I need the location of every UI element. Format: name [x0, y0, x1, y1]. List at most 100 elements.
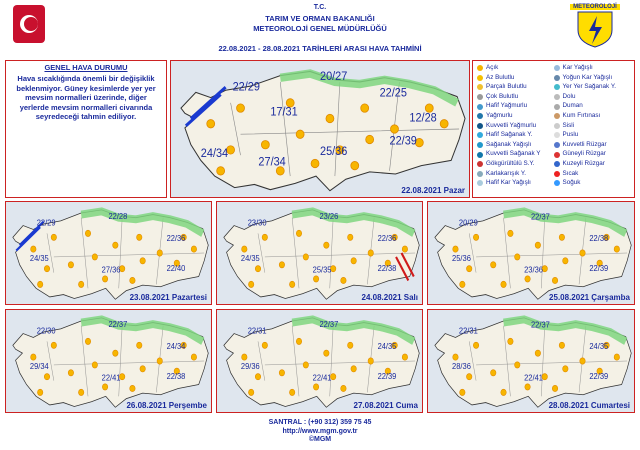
- sun-icon: [67, 369, 74, 377]
- sun-icon: [254, 373, 262, 381]
- sun-icon: [367, 249, 374, 257]
- header-line: TARIM VE ORMAN BAKANLIĞI: [265, 14, 375, 23]
- legend-icon: [477, 170, 483, 177]
- sun-icon: [173, 259, 180, 267]
- legend-label: Kar Yağışlı: [562, 64, 593, 71]
- temperature: 22/37: [531, 212, 550, 222]
- sun-icon: [330, 373, 337, 381]
- legend-item: Yoğun Kar Yağışlı: [553, 74, 631, 83]
- legend-icon: [553, 94, 560, 101]
- legend-item: Kuvvetli Sağanak Y: [477, 150, 554, 159]
- temperature: 22/41: [102, 373, 121, 383]
- sun-icon: [50, 233, 57, 241]
- temperature: 23/30: [248, 218, 267, 228]
- sun-icon: [552, 277, 559, 284]
- legend-icon: [553, 142, 560, 149]
- temperature: 20/27: [320, 71, 347, 83]
- regions: [257, 325, 416, 397]
- legend-icon: [553, 132, 560, 139]
- map-date: 24.08.2021 Salı: [361, 293, 419, 302]
- sun-icon: [43, 265, 51, 273]
- temperature: 22/36: [167, 234, 186, 244]
- legend-label: Çok Bulutlu: [486, 92, 519, 100]
- forecast-map: 22/29 20/27 22/25 17/31 12/28 24/34 27/34 25/36…: [170, 60, 470, 198]
- map-graphic: 23/30 23/26 22/36 24/35 25/35 22/38: [217, 202, 422, 304]
- sun-icon: [452, 353, 459, 361]
- sun-icon: [414, 137, 424, 148]
- sun-icon: [514, 361, 521, 369]
- coast-band: [80, 207, 205, 237]
- sun-icon: [459, 388, 466, 396]
- legend-item: Karlakarışık Y.: [477, 170, 554, 179]
- regions: [230, 81, 460, 177]
- sun-icon: [473, 341, 480, 349]
- temperature: 29/34: [30, 361, 49, 371]
- temperature: 22/39: [390, 135, 417, 147]
- sun-icon: [340, 277, 347, 284]
- sun-icon: [365, 134, 375, 145]
- legend-label: Kuvvetli Sağanak Y: [486, 150, 541, 158]
- sun-icon: [248, 280, 255, 288]
- sun-icon: [241, 353, 248, 361]
- sun-icon: [289, 280, 296, 288]
- temperature: 24/34: [167, 342, 186, 352]
- logo-text: METEOROLOJİ: [570, 4, 620, 10]
- temperature: 22/37: [109, 320, 128, 330]
- legend-label: Soğuk: [562, 179, 581, 187]
- legend-label: Hafif Yağmurlu: [486, 102, 528, 110]
- temperature: 23/26: [320, 212, 339, 222]
- sun-icon: [241, 245, 248, 253]
- legend-label: Hafif Kar Yağışlı: [486, 179, 531, 187]
- sun-icon: [323, 349, 330, 357]
- web: http://www.mgm.gov.tr: [282, 427, 358, 435]
- regions: [468, 325, 628, 397]
- sun-icon: [473, 233, 480, 241]
- legend: Açık Az Bulutlu Parçalı Bulutlu Çok Bulutlu…: [472, 60, 635, 198]
- legend-label: Sağanak Yağışlı: [486, 140, 532, 148]
- legend-label: Sisli: [562, 121, 575, 129]
- legend-item: Kuvvetli Rüzgar: [553, 141, 631, 150]
- sun-icon: [129, 385, 136, 392]
- sun-icon: [295, 229, 303, 237]
- map-graphic: 22/31 22/37 24/35 28/36 22/41 22/39: [428, 310, 634, 412]
- wind-arrow: [395, 252, 415, 282]
- temperature: 24/35: [241, 253, 260, 263]
- map-date: 22.08.2021 Pazar: [401, 186, 465, 195]
- legend-icon: [477, 113, 483, 120]
- sun-icon: [459, 280, 466, 288]
- sun-icon: [340, 385, 347, 392]
- sun-icon: [507, 229, 514, 237]
- sun-icon: [84, 337, 92, 345]
- sun-icon: [524, 383, 531, 391]
- sun-icon: [466, 373, 473, 381]
- forecast-map: 22/29 22/28 22/36 24/35 27/36 22/40 23.08.2021…: [5, 201, 212, 305]
- legend-icon: [553, 161, 560, 168]
- sun-icon: [313, 275, 320, 283]
- legend-item: Parçalı Bulutlu: [477, 83, 554, 92]
- sun-icon: [347, 341, 354, 349]
- sun-icon: [596, 367, 603, 375]
- legend-item: Hafif Sağanak Y.: [477, 131, 554, 140]
- sun-icon: [102, 383, 109, 391]
- legend-label: Kuvvetli Yağmurlu: [486, 121, 537, 129]
- legend-icon: [553, 65, 560, 72]
- legend-icon: [477, 103, 483, 110]
- temperature: 25/35: [313, 265, 332, 275]
- sun-icon: [552, 385, 559, 392]
- logo: METEOROLOJİ: [570, 4, 620, 50]
- legend-label: Hafif Sağanak Y.: [486, 131, 533, 139]
- legend-label: Duman: [562, 102, 583, 110]
- sun-icon: [91, 253, 98, 261]
- sun-icon: [562, 257, 569, 265]
- coast-band: [279, 69, 459, 107]
- sun-icon: [226, 145, 235, 155]
- legend-icon: [553, 180, 560, 187]
- emblem: [13, 5, 45, 43]
- legend-icon: [477, 132, 483, 139]
- sun-icon: [347, 233, 354, 241]
- header-line: T.C.: [313, 4, 327, 11]
- temperature: 22/30: [37, 326, 56, 336]
- sun-icon: [500, 388, 507, 396]
- legend-icon: [477, 122, 483, 129]
- legend-label: Karlakarışık Y.: [486, 169, 527, 177]
